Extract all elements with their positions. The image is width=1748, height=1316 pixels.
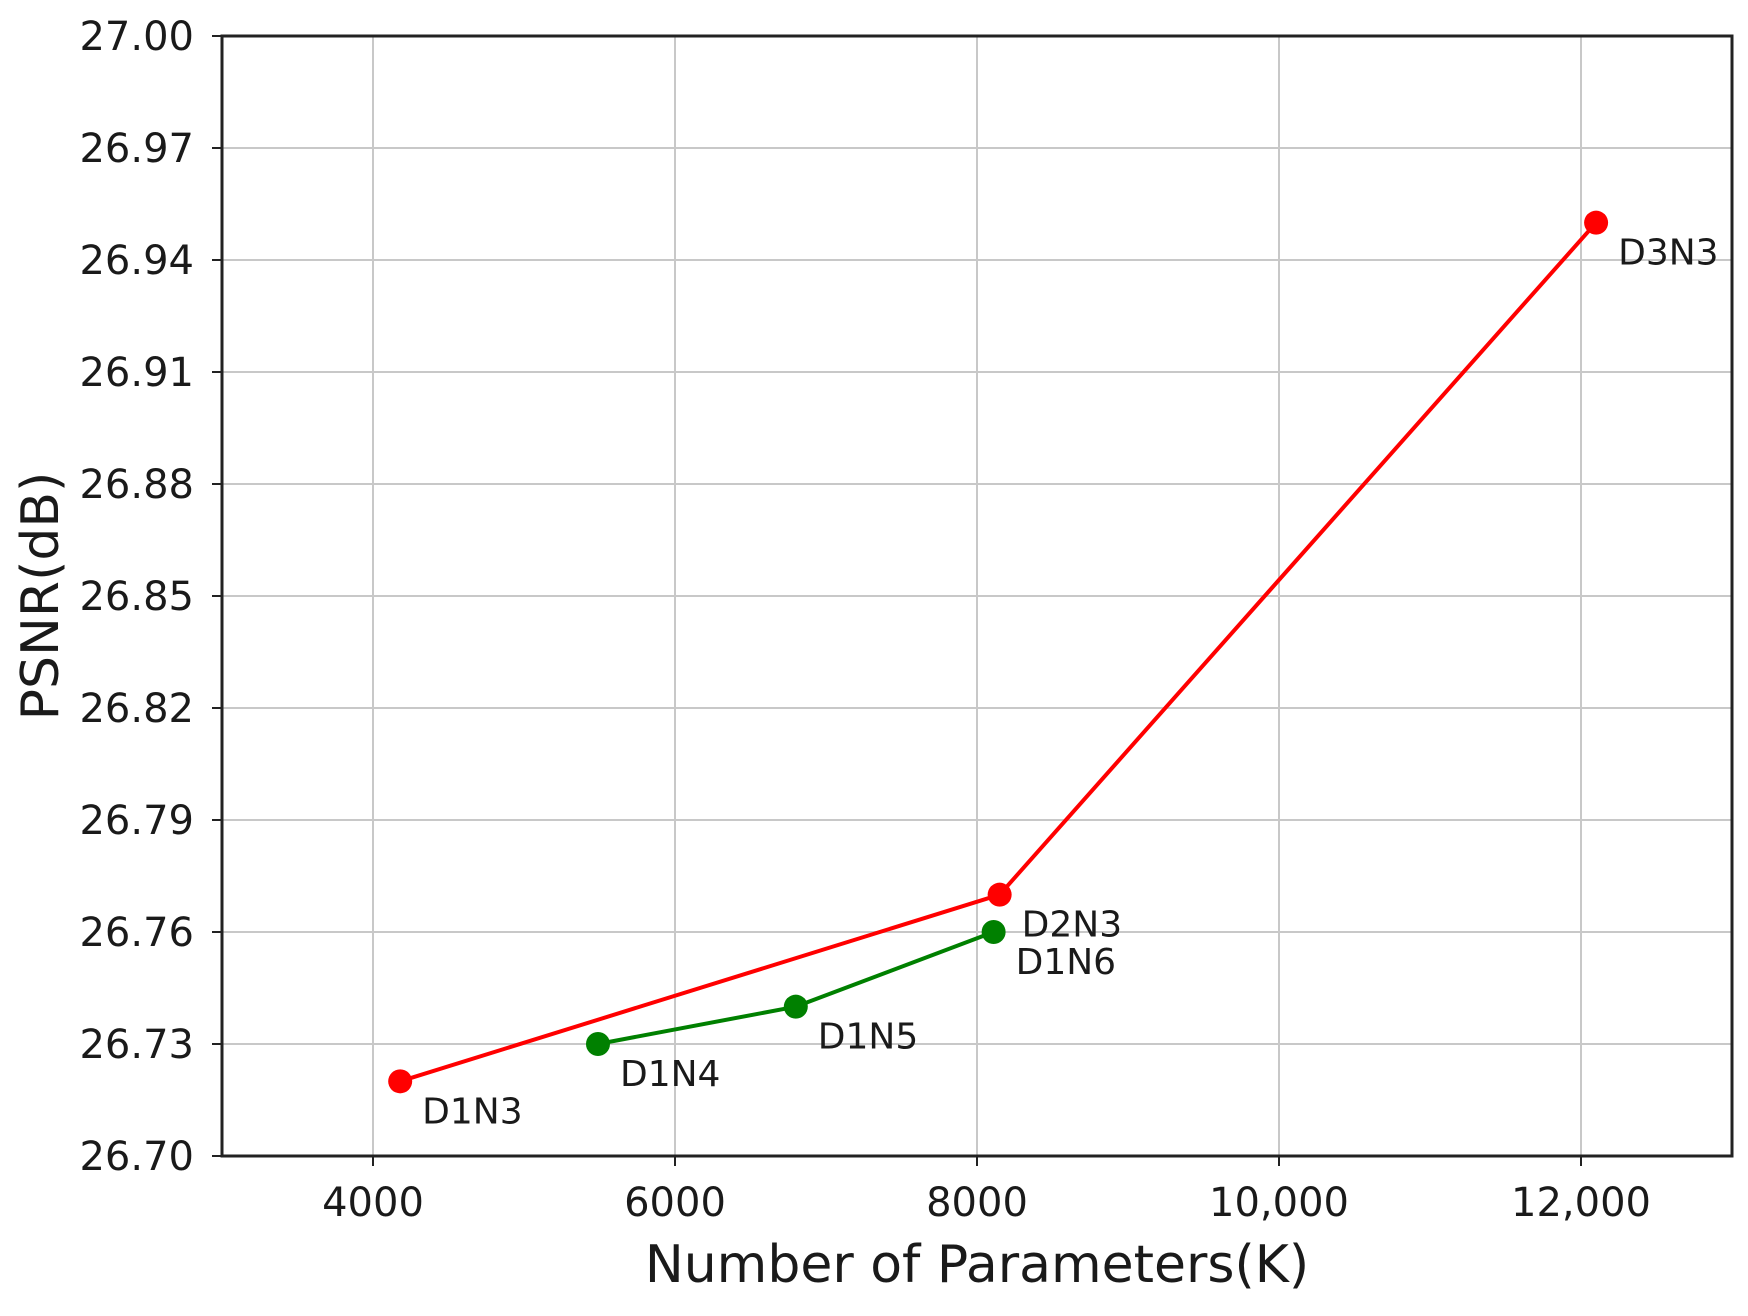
y-tick-label: 26.70 (79, 1134, 194, 1180)
x-tick-label: 12,000 (1511, 1180, 1651, 1226)
y-tick-label: 27.00 (79, 14, 194, 60)
y-tick-label: 26.91 (79, 350, 194, 396)
point-label: D3N3 (1618, 233, 1718, 274)
data-point (388, 1069, 413, 1094)
x-tick-label: 6000 (624, 1180, 726, 1226)
point-label: D1N3 (422, 1091, 522, 1132)
ticks: 4000 6000 8000 10,000 12,000 26.70 26.73 26.76 2… (79, 14, 1651, 1226)
y-tick-label: 26.88 (79, 462, 194, 508)
series-layer (388, 210, 1609, 1094)
point-label: D1N6 (1016, 942, 1116, 983)
x-tick-label: 8000 (926, 1180, 1028, 1226)
x-tick-label: 4000 (322, 1180, 424, 1226)
data-point (981, 920, 1006, 944)
y-tick-label: 26.79 (79, 798, 194, 844)
y-tick-label: 26.94 (79, 238, 194, 284)
point-labels: D1N3 D2N3 D3N3 D1N4 D1N5 D1N6 (422, 233, 1718, 1133)
series-line (597, 930, 995, 1046)
data-point (585, 1032, 610, 1056)
point-label: D1N5 (818, 1017, 918, 1058)
y-tick-label: 26.73 (79, 1022, 194, 1068)
point-label: D1N4 (620, 1054, 720, 1095)
data-point (1584, 210, 1609, 235)
x-axis-title: Number of Parameters(K) (645, 1235, 1309, 1295)
grid (222, 35, 1732, 1157)
y-tick-label: 26.82 (79, 686, 194, 732)
y-tick-label: 26.97 (79, 126, 194, 172)
series-line (399, 221, 1598, 1084)
data-point (783, 994, 808, 1019)
y-tick-label: 26.76 (79, 910, 194, 956)
x-tick-label: 10,000 (1209, 1180, 1349, 1226)
point-label: D2N3 (1022, 905, 1122, 946)
y-tick-label: 26.85 (79, 574, 194, 620)
y-axis-title: PSNR(dB) (11, 472, 71, 721)
data-point (987, 882, 1012, 907)
